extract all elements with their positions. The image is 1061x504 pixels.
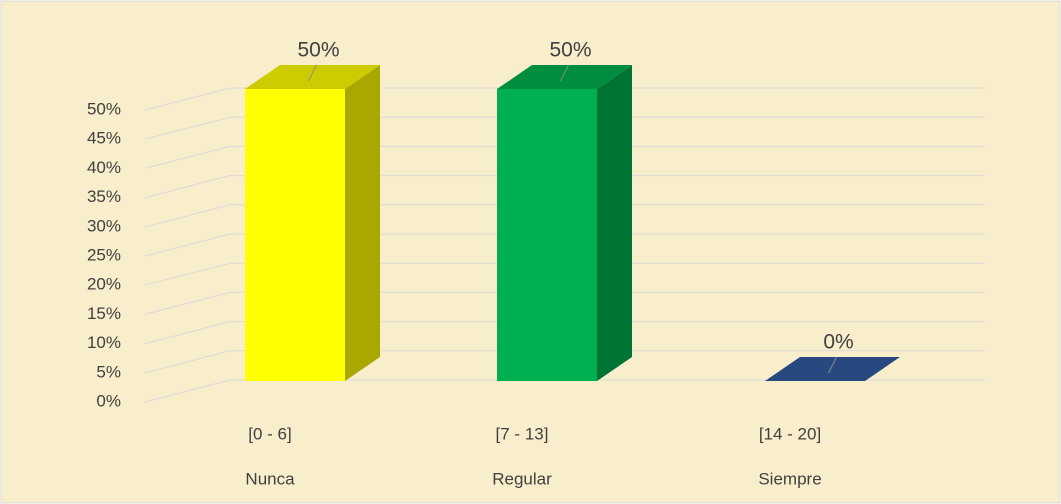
data-label: 50%: [549, 39, 591, 62]
y-tick-label: 15%: [87, 304, 121, 323]
bar-side: [345, 65, 380, 381]
grid-line: [144, 87, 985, 111]
y-tick-label: 30%: [87, 216, 121, 235]
x-group-label: Siempre: [758, 469, 821, 488]
x-group-label: Regular: [492, 469, 552, 488]
leader-line: [828, 356, 837, 374]
y-tick-label: 25%: [87, 245, 121, 264]
y-tick-label: 50%: [87, 99, 121, 118]
x-tick-label: [0 - 6]: [248, 424, 291, 443]
y-tick-label: 5%: [96, 362, 121, 381]
data-label: 50%: [297, 39, 339, 62]
bar: [497, 89, 597, 381]
bar-top: [765, 357, 900, 381]
x-tick-label: [7 - 13]: [496, 424, 549, 443]
y-tick-label: 20%: [87, 275, 121, 294]
grid-line: [144, 321, 985, 345]
x-group-label: Nunca: [245, 469, 295, 488]
grid-line: [144, 379, 985, 403]
leader-line: [308, 64, 317, 82]
bar: [245, 89, 345, 381]
y-tick-label: 0%: [96, 391, 121, 410]
bar-side: [597, 65, 632, 381]
grid-line: [144, 262, 985, 286]
grid-line: [144, 291, 985, 315]
y-tick-label: 40%: [87, 158, 121, 177]
bar-top: [497, 65, 632, 89]
grid-line: [144, 204, 985, 228]
x-tick-label: [14 - 20]: [759, 424, 821, 443]
grid-line: [144, 116, 985, 140]
y-tick-label: 10%: [87, 333, 121, 352]
leader-line: [560, 64, 569, 82]
grid-line: [144, 233, 985, 257]
y-tick-label: 45%: [87, 129, 121, 148]
grid-line: [144, 175, 985, 199]
grid-line: [144, 350, 985, 374]
bar-top: [245, 65, 380, 89]
y-tick-label: 35%: [87, 187, 121, 206]
grid-line: [144, 145, 985, 169]
data-label: 0%: [823, 331, 853, 354]
